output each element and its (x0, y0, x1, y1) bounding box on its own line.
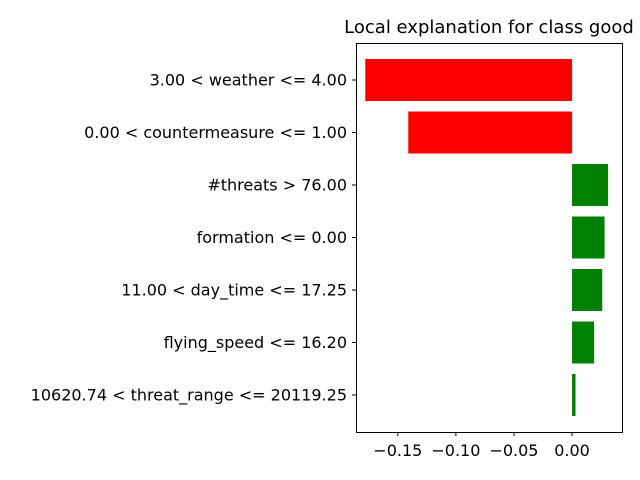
x-tick-label: −0.15 (373, 441, 422, 460)
y-tick-label: 10620.74 < threat_range <= 20119.25 (31, 386, 347, 406)
bar (572, 216, 605, 259)
bar (572, 269, 603, 311)
y-tick-label: 11.00 < day_time <= 17.25 (121, 281, 347, 301)
y-tick-label: 3.00 < weather <= 4.00 (150, 71, 347, 90)
bars-group (365, 59, 609, 416)
bar (572, 321, 595, 364)
bar (572, 164, 609, 206)
y-tick-label: #threats > 76.00 (207, 176, 347, 195)
y-tick-label: 0.00 < countermeasure <= 1.00 (84, 123, 347, 142)
labels-group: 3.00 < weather <= 4.00 0.00 < countermeas… (31, 71, 590, 461)
axes-group (352, 43, 623, 436)
x-tick-label: −0.10 (431, 441, 480, 460)
y-tick-label: formation <= 0.00 (197, 228, 347, 247)
bar (365, 59, 573, 101)
bar (408, 111, 573, 154)
x-tick-label: 0.00 (554, 441, 590, 460)
chart-title: Local explanation for class good (344, 17, 634, 38)
y-tick-label: flying_speed <= 16.20 (164, 333, 347, 353)
bar (572, 374, 576, 416)
x-tick-label: −0.05 (489, 441, 538, 460)
axes-frame (356, 43, 623, 433)
